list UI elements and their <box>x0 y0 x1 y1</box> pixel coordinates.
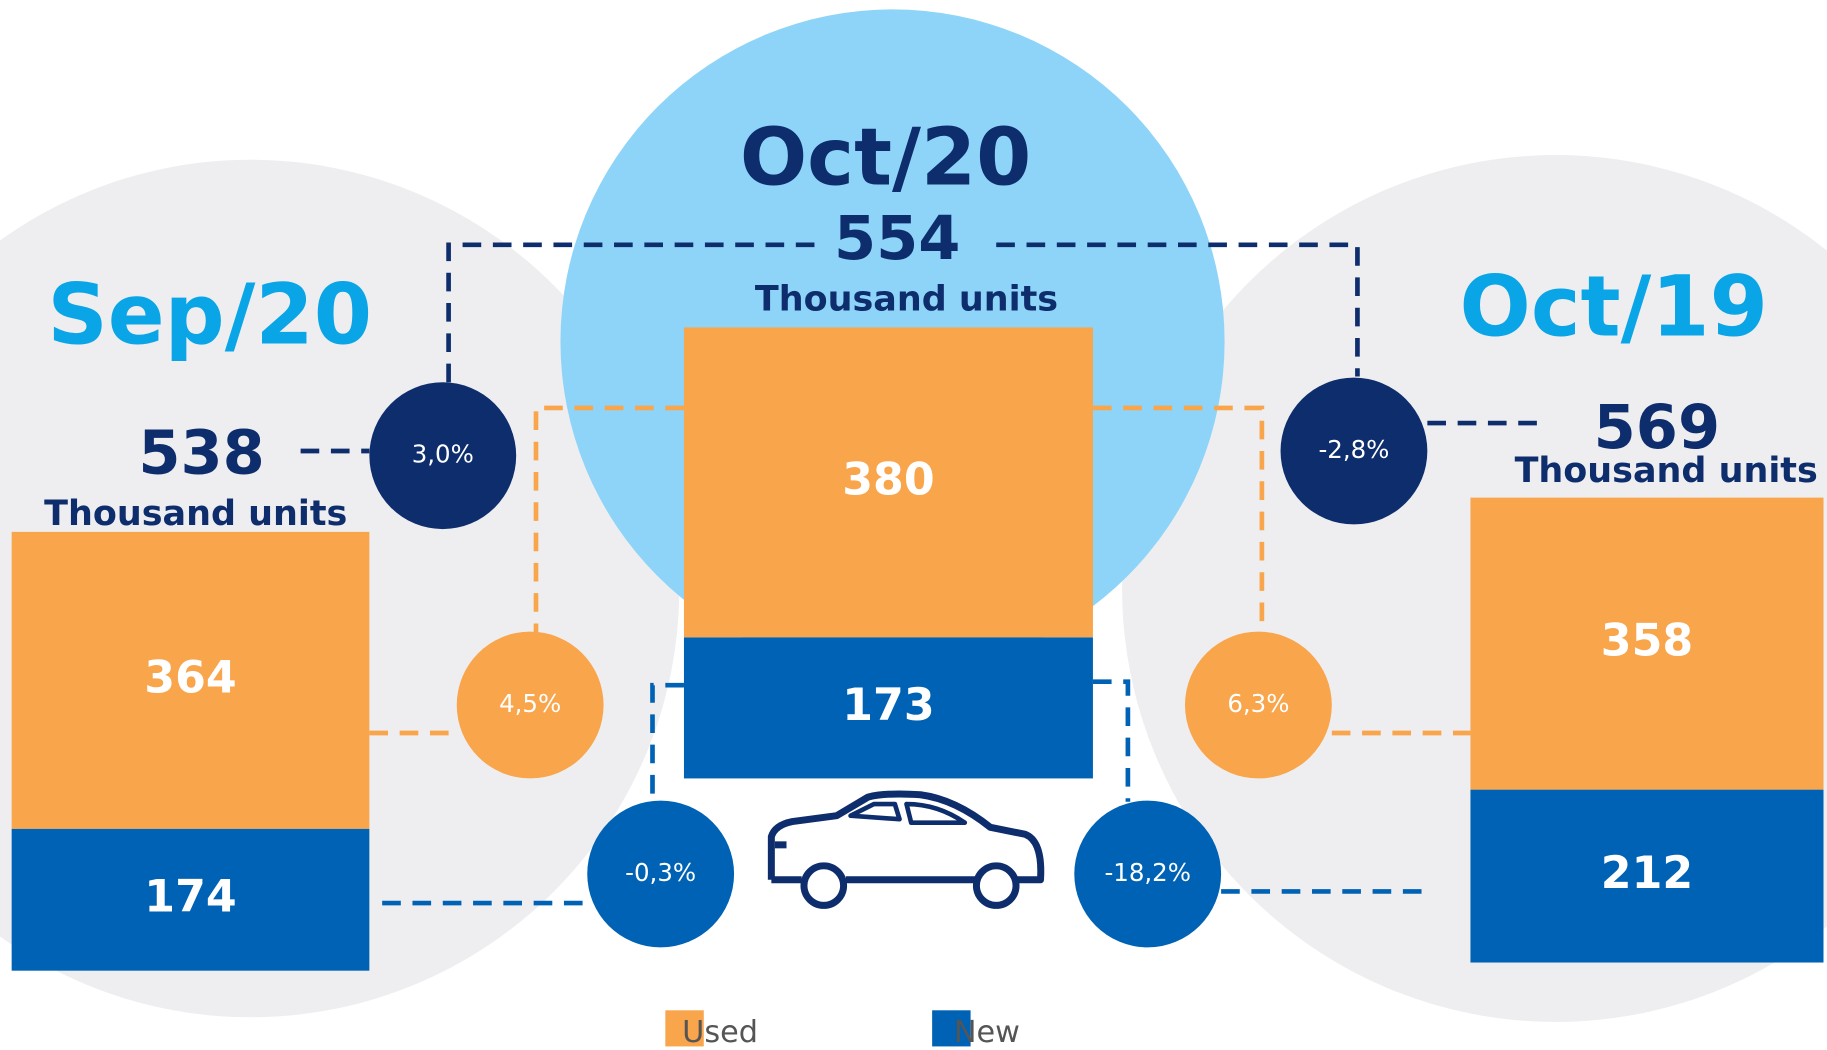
bar-value-label: 358 <box>1601 616 1693 667</box>
change-bubble <box>1184 631 1332 779</box>
change-label: 3,0% <box>412 440 474 469</box>
total-connector <box>300 242 1539 454</box>
total-value: 554 <box>834 204 960 274</box>
bar-value-label: 364 <box>144 652 236 703</box>
bar-segment <box>683 637 1093 779</box>
category-title: Sep/20 <box>47 265 372 363</box>
total-value: 538 <box>138 418 264 488</box>
bar-value-label: 380 <box>842 454 934 505</box>
category-title: Oct/19 <box>1460 257 1768 355</box>
total-value: 569 <box>1594 393 1720 463</box>
change-bubble <box>456 631 604 779</box>
used-connector <box>369 405 1471 736</box>
bar-value-label: 174 <box>144 872 236 923</box>
change-bubble <box>587 800 735 948</box>
legend-label: Used <box>682 1015 758 1050</box>
bar-segment <box>11 828 370 971</box>
change-bubble <box>1074 800 1222 948</box>
total-unit: Thousand units <box>44 494 347 534</box>
change-bubble <box>1280 377 1428 525</box>
legend-swatch <box>665 1010 704 1047</box>
connectors <box>300 242 1539 906</box>
change-label: -18,2% <box>1104 858 1191 887</box>
change-label: 6,3% <box>1227 689 1289 718</box>
bar-segment <box>1470 497 1824 790</box>
new-connector <box>382 679 1431 906</box>
change-bubble <box>369 382 517 530</box>
bar-value-label: 212 <box>1601 848 1693 899</box>
bar-segment <box>11 531 370 829</box>
category-title: Oct/20 <box>740 111 1031 204</box>
change-label: 4,5% <box>499 689 561 718</box>
total-unit: Thousand units <box>755 280 1058 320</box>
legend-label: New <box>954 1015 1020 1050</box>
car-icon <box>767 790 1045 909</box>
change-label: -0,3% <box>625 858 696 887</box>
bar-segment <box>683 327 1093 638</box>
bar-segment <box>1470 789 1824 963</box>
bar-value-label: 173 <box>842 680 934 731</box>
total-unit: Thousand units <box>1515 451 1818 491</box>
change-label: -2,8% <box>1318 435 1389 464</box>
legend-swatch <box>932 1010 971 1047</box>
